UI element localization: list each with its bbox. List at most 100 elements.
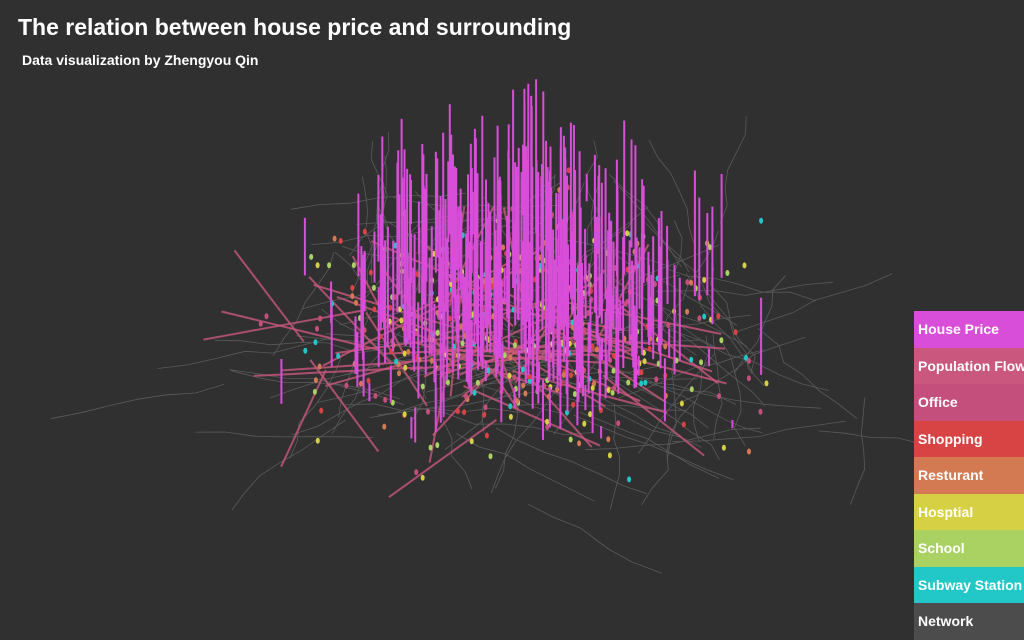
facility-dot [312,388,317,395]
facility-dot [464,393,468,400]
facility-dot [527,377,532,384]
flow-road [388,418,497,499]
flow-road [463,384,601,447]
facility-dot [447,368,452,374]
facility-dot [689,356,694,363]
facility-dot [508,354,513,361]
facility-dot [577,440,582,447]
facility-dot [685,308,690,315]
facility-dot [315,437,320,444]
facility-dot [512,342,517,349]
facility-dot [382,423,387,430]
facility-dot [733,329,738,336]
facility-dot [428,444,433,451]
facility-dot [689,386,694,393]
flow-road [281,357,451,372]
facility-dot [366,377,371,384]
road [613,180,690,273]
road [586,140,598,246]
road [378,390,551,416]
facility-dot [420,383,425,390]
road [585,427,761,451]
road [655,281,833,296]
facility-dot [606,387,611,393]
facility-dot [336,353,341,359]
road [436,387,473,490]
legend-item[interactable]: Subway Station [914,566,1024,603]
facility-dot [350,293,355,300]
facility-dot [699,359,704,366]
facility-dot [742,262,747,269]
flow-road [203,308,366,341]
facility-dot [611,352,616,359]
legend-item[interactable]: School [914,530,1024,567]
facility-dot [654,376,659,383]
facility-dot [569,372,573,379]
facility-dot [590,343,595,350]
road [719,116,747,224]
facility-dot [420,474,425,481]
facility-dot [486,367,491,374]
facility-dot [642,358,647,365]
facility-dot [521,382,526,389]
facility-dot [679,400,684,407]
facility-dot [717,393,721,400]
facility-dot [759,217,764,224]
flow-road [280,369,327,468]
legend-item[interactable]: Hosptial [914,493,1024,530]
facility-dot [484,432,489,439]
legend-item[interactable]: Resturant [914,457,1024,494]
facility-dot [572,391,577,397]
facility-dot [469,438,474,445]
facility-dot [571,401,576,408]
facility-dot [402,350,407,357]
facility-dot [746,375,751,382]
facility-dot [309,253,314,260]
road [702,287,765,387]
road [666,353,677,460]
legend-item[interactable]: Network [914,603,1024,640]
facility-dot [429,357,434,364]
facility-dot [258,320,263,327]
facility-dot [371,284,376,291]
legend-item[interactable]: Shopping [914,420,1024,457]
facility-dot [666,322,671,329]
subtitle: Data visualization by Zhengyou Qin [22,52,259,68]
facility-dot [313,339,318,346]
road [648,139,695,244]
facility-dot [502,352,507,359]
facility-dot [406,348,411,355]
facility-dot [354,299,358,306]
road [289,352,344,459]
flow-road [556,336,725,350]
road [710,267,756,374]
facility-dot [315,325,319,332]
facility-dot [359,380,363,387]
facility-dot [716,313,721,320]
facility-dot [515,398,520,405]
facility-dot [327,262,332,269]
facility-dot [501,244,506,251]
facility-dot [566,167,571,174]
facility-dot [507,372,512,379]
facility-dot [402,411,407,418]
road [195,431,374,438]
facility-dot [545,424,550,430]
facility-dot [663,343,668,350]
road [231,370,401,400]
road [527,503,663,574]
road [321,308,427,400]
facility-dot [685,279,690,286]
facility-dot [383,396,388,403]
legend-item[interactable]: Office [914,384,1024,421]
facility-dot [435,329,440,336]
legend-item[interactable]: Population Flow [914,347,1024,384]
facility-dot [719,337,724,344]
facility-dot [747,357,751,364]
facility-dot [590,385,595,392]
facility-dot [758,408,763,415]
facility-dot [725,270,730,276]
facility-dot [426,408,430,415]
legend-item[interactable]: House Price [914,311,1024,348]
facility-dot [707,244,712,251]
